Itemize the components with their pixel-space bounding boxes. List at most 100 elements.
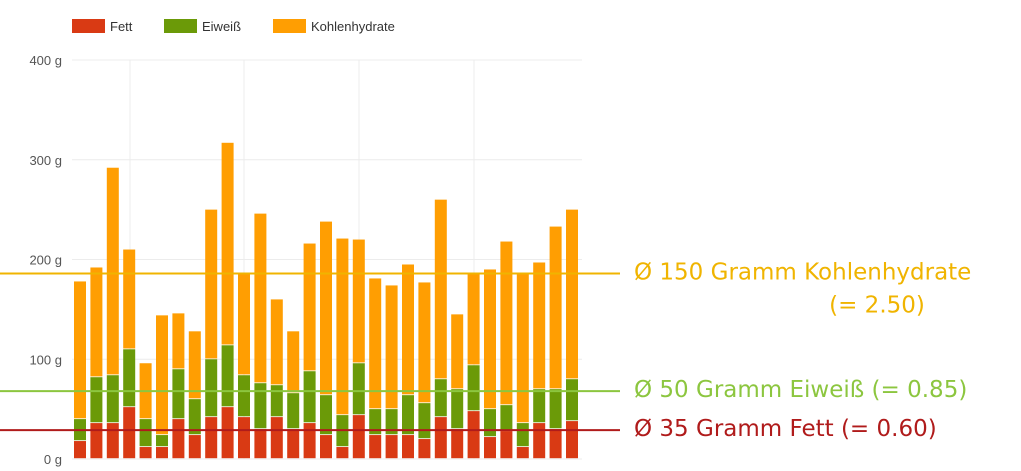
reference-line-label: Ø 50 Gramm Eiweiß (= 0.85) bbox=[634, 377, 967, 403]
bar-segment-kohlenhydrate bbox=[188, 331, 201, 399]
bar-segment-fett bbox=[516, 447, 529, 459]
bar-segment-eiweiß bbox=[320, 395, 332, 435]
bar-segment-kohlenhydrate bbox=[205, 209, 218, 359]
bar-segment-fett bbox=[533, 423, 546, 459]
bar-segment-kohlenhydrate bbox=[123, 249, 136, 349]
bar-segment-eiweiß bbox=[123, 349, 136, 407]
bar-segment-kohlenhydrate bbox=[320, 221, 332, 395]
bar-segment-kohlenhydrate bbox=[90, 267, 103, 377]
bar-segment-kohlenhydrate bbox=[434, 199, 447, 379]
y-axis-ticks: 0 g 100 g 200 g 300 g 400 g bbox=[29, 53, 62, 467]
bar-segment-eiweiß bbox=[90, 377, 103, 423]
y-tick-label: 0 g bbox=[44, 452, 62, 467]
y-tick-label: 100 g bbox=[29, 352, 62, 367]
bar-segment-eiweiß bbox=[369, 409, 382, 435]
bar-segment-kohlenhydrate bbox=[287, 331, 300, 393]
bar-segment-eiweiß bbox=[287, 393, 300, 429]
bar-segment-fett bbox=[139, 447, 152, 459]
bar-segment-kohlenhydrate bbox=[74, 281, 86, 419]
bar-segment-fett bbox=[303, 423, 316, 459]
bar-segment-eiweiß bbox=[451, 389, 464, 429]
y-tick-label: 400 g bbox=[29, 53, 62, 68]
bar-segment-eiweiß bbox=[139, 419, 152, 447]
bar-segment-fett bbox=[238, 417, 250, 459]
bar-segment-fett bbox=[352, 415, 365, 459]
bar-segment-eiweiß bbox=[238, 375, 250, 417]
bar-segment-eiweiß bbox=[352, 363, 365, 415]
y-tick-label: 200 g bbox=[29, 253, 62, 268]
bar-segment-eiweiß bbox=[566, 379, 578, 421]
bar-segment-fett bbox=[484, 437, 496, 459]
bar-segment-fett bbox=[74, 441, 86, 459]
legend-label: Kohlenhydrate bbox=[311, 19, 395, 34]
bar-segment-kohlenhydrate bbox=[566, 209, 578, 379]
bar-segment-eiweiß bbox=[205, 359, 218, 417]
bar-segment-kohlenhydrate bbox=[549, 226, 562, 389]
bar-segment-eiweiß bbox=[385, 409, 398, 435]
bar-segment-fett bbox=[402, 435, 414, 459]
bar-segment-kohlenhydrate bbox=[402, 264, 414, 395]
bar-segment-fett bbox=[385, 435, 398, 459]
bar-segment-kohlenhydrate bbox=[500, 241, 513, 405]
reference-line-label: (= 2.50) bbox=[829, 292, 925, 318]
bar-segment-eiweiß bbox=[221, 345, 234, 407]
legend-swatch bbox=[164, 19, 197, 33]
bar-segment-kohlenhydrate bbox=[467, 274, 480, 365]
bar-segment-fett bbox=[172, 419, 185, 459]
bar-segment-eiweiß bbox=[254, 383, 267, 429]
bar-segment-eiweiß bbox=[106, 375, 119, 423]
bar-segment-fett bbox=[434, 417, 447, 459]
bar-segment-fett bbox=[221, 407, 234, 459]
reference-lines: Ø 150 Gramm Kohlenhydrate (= 2.50) Ø 50 Gr… bbox=[0, 259, 971, 442]
bar-segment-fett bbox=[451, 429, 464, 459]
bar-segment-eiweiß bbox=[516, 423, 529, 447]
bar-segment-eiweiß bbox=[500, 405, 513, 431]
legend-swatch bbox=[273, 19, 306, 33]
y-tick-label: 300 g bbox=[29, 153, 62, 168]
bar-segment-eiweiß bbox=[172, 369, 185, 419]
bar-segment-eiweiß bbox=[156, 435, 168, 447]
bar-segment-eiweiß bbox=[434, 379, 447, 417]
bar-segment-fett bbox=[156, 447, 168, 459]
bar-segment-fett bbox=[320, 435, 332, 459]
bar-segment-kohlenhydrate bbox=[352, 239, 365, 363]
bar-segment-fett bbox=[566, 421, 578, 459]
reference-line-label: Ø 150 Gramm Kohlenhydrate bbox=[634, 259, 971, 285]
bar-segment-eiweiß bbox=[303, 371, 316, 423]
bar-segment-kohlenhydrate bbox=[238, 273, 250, 375]
bar-segment-eiweiß bbox=[188, 399, 201, 435]
bar-segment-fett bbox=[369, 435, 382, 459]
bar-segment-fett bbox=[418, 439, 431, 459]
bar-segment-fett bbox=[549, 429, 562, 459]
reference-line-label: Ø 35 Gramm Fett (= 0.60) bbox=[634, 416, 937, 442]
bar-segment-kohlenhydrate bbox=[516, 273, 529, 423]
legend-label: Eiweiß bbox=[202, 19, 241, 34]
bar-segment-eiweiß bbox=[467, 365, 480, 411]
bar-segment-eiweiß bbox=[484, 409, 496, 437]
bar-segment-kohlenhydrate bbox=[369, 278, 382, 409]
bar-segment-fett bbox=[270, 417, 283, 459]
bar-segment-eiweiß bbox=[270, 385, 283, 417]
bar-segment-fett bbox=[336, 447, 349, 459]
bar-segment-fett bbox=[254, 429, 267, 459]
bar-segment-kohlenhydrate bbox=[451, 314, 464, 389]
bar-segment-kohlenhydrate bbox=[336, 238, 349, 415]
bar-segment-kohlenhydrate bbox=[221, 142, 234, 345]
bar-segment-kohlenhydrate bbox=[385, 285, 398, 409]
bar-segment-fett bbox=[106, 423, 119, 459]
legend-label: Fett bbox=[110, 19, 133, 34]
bar-segment-kohlenhydrate bbox=[254, 213, 267, 383]
bar-segment-fett bbox=[123, 407, 136, 459]
legend-swatch bbox=[72, 19, 105, 33]
bar-segment-eiweiß bbox=[418, 403, 431, 439]
legend: Fett Eiweiß Kohlenhydrate bbox=[72, 19, 395, 34]
bar-segment-kohlenhydrate bbox=[418, 282, 431, 403]
bar-segment-fett bbox=[287, 429, 300, 459]
bar-segment-kohlenhydrate bbox=[270, 299, 283, 385]
bar-stacks bbox=[74, 142, 578, 459]
bar-segment-eiweiß bbox=[549, 389, 562, 429]
bar-segment-fett bbox=[188, 435, 201, 459]
bar-segment-kohlenhydrate bbox=[106, 167, 119, 375]
bar-segment-kohlenhydrate bbox=[303, 243, 316, 371]
